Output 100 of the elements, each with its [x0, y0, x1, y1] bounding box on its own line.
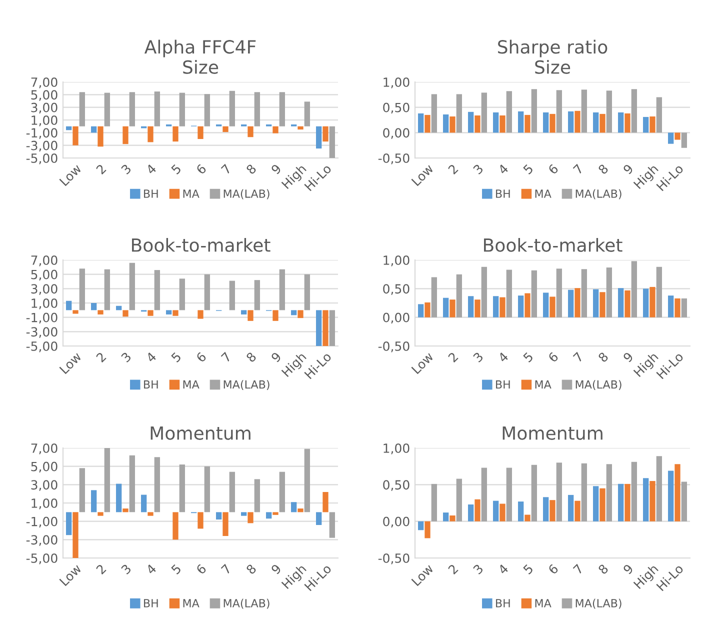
- bar: [618, 288, 624, 318]
- legend-label: MA(LAB): [576, 189, 622, 200]
- bar: [681, 298, 687, 318]
- bar: [241, 512, 247, 516]
- bar: [322, 492, 328, 512]
- x-tick-label: 3: [120, 564, 132, 575]
- bar: [474, 499, 480, 522]
- y-tick-label: -3,00: [26, 140, 58, 152]
- bar: [104, 269, 110, 310]
- bar: [674, 464, 680, 522]
- x-tick-label: 8: [246, 352, 257, 363]
- y-tick-label: 1,00: [384, 443, 410, 454]
- legend-label: BH: [144, 380, 158, 389]
- bar: [304, 274, 310, 310]
- bar: [443, 512, 449, 522]
- y-tick-label: -1,00: [26, 312, 58, 324]
- x-tick-label: Low: [411, 352, 434, 374]
- bar: [222, 126, 228, 132]
- bar: [254, 479, 260, 512]
- bar: [531, 464, 537, 522]
- bar: [279, 269, 285, 310]
- x-tick-label: 7: [572, 564, 584, 574]
- bar: [229, 472, 235, 512]
- x-tick-label: 5: [170, 164, 182, 175]
- x-tick-label: 6: [548, 352, 559, 363]
- bar: [631, 89, 637, 133]
- bar: [506, 91, 512, 133]
- x-tick-label: 2: [96, 564, 106, 575]
- bar: [456, 94, 462, 133]
- bar: [72, 310, 78, 314]
- y-tick-label: -5,00: [26, 153, 58, 164]
- x-tick-label: 7: [220, 164, 232, 174]
- x-tick-label: 6: [196, 352, 207, 363]
- bar: [443, 298, 449, 318]
- y-tick-label: 7,00: [31, 443, 58, 454]
- bar: [304, 102, 310, 126]
- legend-label: MA: [183, 380, 200, 389]
- bar: [506, 270, 512, 318]
- x-tick-label: 6: [196, 564, 207, 575]
- bar: [129, 262, 135, 310]
- bar: [568, 494, 574, 522]
- x-tick-label: 5: [170, 352, 182, 363]
- bar: [172, 310, 178, 316]
- bar: [248, 126, 254, 138]
- legend-label: BH: [144, 190, 158, 198]
- bar: [631, 462, 637, 522]
- bar: [104, 448, 110, 512]
- y-tick-label: -1,00: [26, 128, 58, 139]
- chart-title: Sharpe ratio Size: [498, 40, 608, 74]
- bar: [166, 310, 172, 314]
- x-tick-label: 5: [522, 164, 534, 175]
- bar: [574, 288, 580, 318]
- bar: [518, 111, 524, 133]
- bar: [574, 500, 580, 522]
- legend-label: MA(LAB): [224, 380, 270, 390]
- legend-label: MA: [535, 190, 552, 198]
- x-tick-label: 8: [598, 352, 609, 363]
- bar: [643, 478, 649, 522]
- bar: [154, 270, 160, 310]
- bar: [450, 300, 456, 318]
- y-tick-label: -0,50: [378, 553, 410, 564]
- bar: [618, 112, 624, 133]
- bar: [179, 464, 185, 512]
- bar: [316, 126, 322, 148]
- bar: [116, 306, 122, 310]
- bar: [66, 126, 72, 130]
- bar: [656, 97, 662, 133]
- y-tick-label: 1,00: [384, 77, 410, 88]
- x-tick-label: 5: [170, 564, 182, 575]
- x-tick-label: 7: [220, 564, 232, 574]
- legend-label: MA: [183, 190, 200, 198]
- bar: [674, 298, 680, 318]
- x-tick-label: 4: [498, 564, 509, 575]
- x-tick-label: 6: [196, 164, 207, 175]
- legend-label: BH: [496, 190, 510, 198]
- bar: [418, 304, 424, 318]
- legend-label: MA(LAB): [224, 189, 270, 200]
- y-tick-label: 0,00: [383, 516, 410, 528]
- bar: [618, 484, 624, 522]
- x-tick-label: 4: [146, 164, 157, 175]
- y-tick-label: -1,00: [26, 516, 58, 528]
- bar: [481, 266, 487, 318]
- y-tick-label: 7,00: [31, 77, 58, 88]
- x-tick-label: Low: [59, 564, 82, 586]
- x-tick-label: 4: [146, 564, 157, 575]
- bar: [468, 504, 474, 522]
- y-tick-label: 1,00: [32, 498, 58, 510]
- x-tick-label: 4: [146, 352, 157, 363]
- chart-title: Momentum: [502, 426, 602, 440]
- x-tick-label: 7: [572, 164, 584, 174]
- bar: [524, 514, 530, 522]
- x-tick-label: 9: [622, 564, 634, 575]
- x-tick-label: 6: [548, 564, 559, 575]
- bar: [66, 512, 72, 536]
- bar: [600, 114, 606, 133]
- bar: [481, 468, 487, 522]
- bar: [656, 266, 662, 318]
- x-tick-label: 9: [270, 352, 282, 363]
- bar: [456, 274, 462, 318]
- bar: [424, 302, 430, 318]
